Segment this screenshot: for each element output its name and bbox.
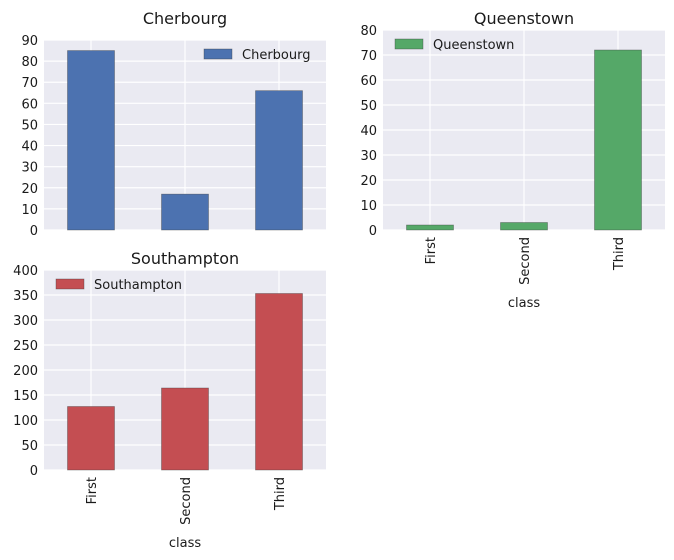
bar-third (255, 90, 303, 231)
y-tick-label: 100 (13, 414, 38, 429)
subplot-title: Cherbourg (143, 9, 227, 28)
bar-first (67, 50, 115, 231)
y-tick-label: 50 (21, 118, 38, 133)
y-tick-label: 60 (21, 97, 38, 112)
subplot-queenstown: 0 10 20 30 40 50 60 70 80 Queenstown First Second Th… (360, 9, 665, 311)
legend-swatch (55, 278, 85, 290)
y-tick-label: 80 (21, 55, 38, 70)
y-tick-label: 10 (360, 199, 377, 214)
x-tick-label: Third (612, 237, 627, 271)
legend-label: Queenstown (433, 38, 514, 53)
bar-third (594, 49, 642, 231)
bar-second (500, 222, 548, 231)
y-tick-label: 60 (360, 74, 377, 89)
legend-swatch (394, 38, 424, 50)
y-tick-label: 70 (360, 49, 377, 64)
subplot-title: Queenstown (474, 9, 574, 28)
bar-second (161, 387, 209, 471)
y-tick-label: 0 (30, 464, 38, 479)
x-tick-label: Third (273, 477, 288, 511)
y-tick-label: 300 (13, 314, 38, 329)
y-tick-label: 200 (13, 364, 38, 379)
y-tick-label: 250 (13, 339, 38, 354)
y-tick-label: 90 (21, 34, 38, 49)
y-tick-label: 30 (21, 161, 38, 176)
x-tick-label: First (424, 237, 439, 264)
x-tick-label: Second (179, 477, 194, 525)
x-axis-label: class (169, 536, 201, 551)
y-tick-label: 150 (13, 389, 38, 404)
y-tick-label: 20 (360, 174, 377, 189)
y-tick-label: 40 (21, 140, 38, 155)
bar-first (406, 224, 454, 231)
y-tick-label: 0 (369, 224, 377, 239)
legend-swatch (203, 48, 233, 60)
y-tick-label: 10 (21, 203, 38, 218)
legend-label: Southampton (94, 278, 182, 293)
subplot-southampton: 0 50 100 150 200 250 300 350 400 Southampton First… (13, 249, 326, 551)
subplot-title: Southampton (131, 249, 239, 268)
y-tick-label: 0 (30, 224, 38, 239)
x-axis-label: class (508, 296, 540, 311)
subplot-cherbourg: 0 10 20 30 40 50 60 70 80 90 Cherbourg Cherbourg (21, 9, 326, 239)
y-tick-label: 50 (360, 99, 377, 114)
y-tick-label: 400 (13, 264, 38, 279)
bar-first (67, 406, 115, 471)
x-tick-label: First (85, 477, 100, 504)
bar-third (255, 293, 303, 471)
y-tick-label: 30 (360, 149, 377, 164)
y-tick-label: 20 (21, 182, 38, 197)
legend-label: Cherbourg (242, 48, 310, 63)
y-tick-label: 50 (21, 439, 38, 454)
x-tick-label: Second (518, 237, 533, 285)
y-tick-label: 80 (360, 24, 377, 39)
y-tick-label: 350 (13, 289, 38, 304)
bar-second (161, 193, 209, 231)
y-tick-label: 40 (360, 124, 377, 139)
y-tick-label: 70 (21, 76, 38, 91)
